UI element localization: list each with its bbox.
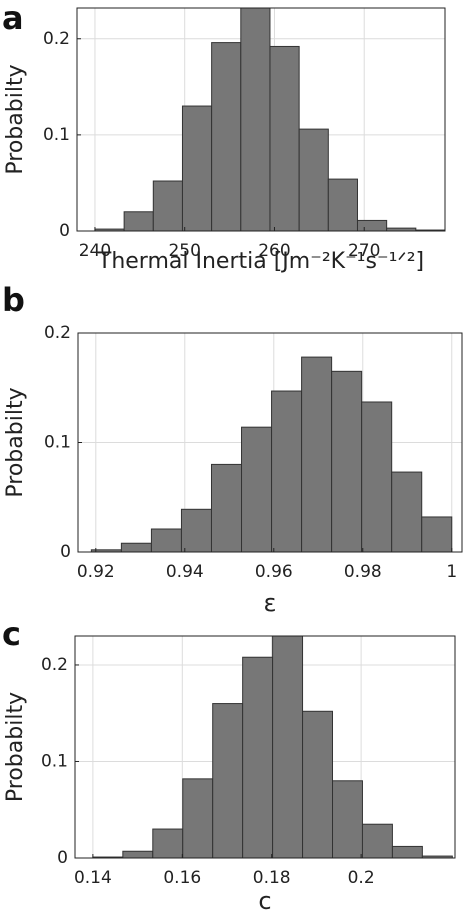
bar [361,823,393,858]
bar [210,463,243,552]
bar [122,850,154,858]
bar [150,528,182,552]
y-axis-label: Probabilty [3,692,28,802]
bar [212,703,244,858]
x-axis-label: Thermal Inertia [Jm⁻²K⁻¹s⁻¹ᐟ²] [97,249,424,274]
y-tick-label: 0.2 [41,655,68,675]
x-tick-label: 0.98 [344,562,382,582]
bar [182,778,214,858]
bar [152,828,184,858]
bar [301,356,333,552]
bar [421,855,453,858]
bar [241,426,273,552]
y-tick-label: 0 [60,542,71,562]
y-tick-label: 0.2 [43,29,70,49]
x-axis-label: ε [264,589,277,617]
y-tick-label: 0 [57,848,68,868]
plot-frame [76,7,446,232]
x-tick-label: 0.14 [74,868,112,888]
x-tick-label: 0.96 [255,562,293,582]
x-axis-label: c [258,887,271,915]
y-axis-label: Probabilty [3,387,28,497]
x-tick-label: 1 [446,562,457,582]
bar [120,542,152,552]
plot-frame [74,635,456,859]
bar [272,636,304,858]
panel-label: a [2,0,24,37]
bar [181,105,213,231]
x-tick-label: 270 [348,241,380,261]
bar [421,516,453,552]
bar [391,471,423,552]
bar [123,211,154,231]
bar [327,178,358,231]
bar [242,656,274,858]
bar [180,508,212,552]
bar [302,710,334,858]
panel-label: c [2,615,21,653]
x-tick-label: 0.2 [348,868,375,888]
y-axis-label: Probabilty [3,64,28,174]
bar [331,370,363,552]
panel-label: b [2,281,25,319]
bar [298,128,329,231]
y-tick-label: 0.1 [44,433,71,453]
bar [211,42,242,231]
bar [240,8,271,231]
bar [271,390,303,552]
bar [391,845,423,858]
bar [152,180,183,231]
x-tick-label: 0.92 [77,562,115,582]
bar [269,45,300,231]
y-tick-label: 0.1 [43,125,70,145]
x-tick-label: 240 [79,241,111,261]
y-tick-label: 0.2 [44,323,71,343]
bar [361,401,393,552]
x-tick-label: 0.16 [163,868,201,888]
x-tick-label: 0.94 [166,562,204,582]
x-tick-label: 250 [168,241,200,261]
bar [332,780,363,858]
y-tick-label: 0.1 [41,751,68,771]
y-tick-label: 0 [59,221,70,241]
bar [356,219,388,231]
x-tick-label: 0.18 [253,868,291,888]
x-tick-label: 260 [258,241,290,261]
